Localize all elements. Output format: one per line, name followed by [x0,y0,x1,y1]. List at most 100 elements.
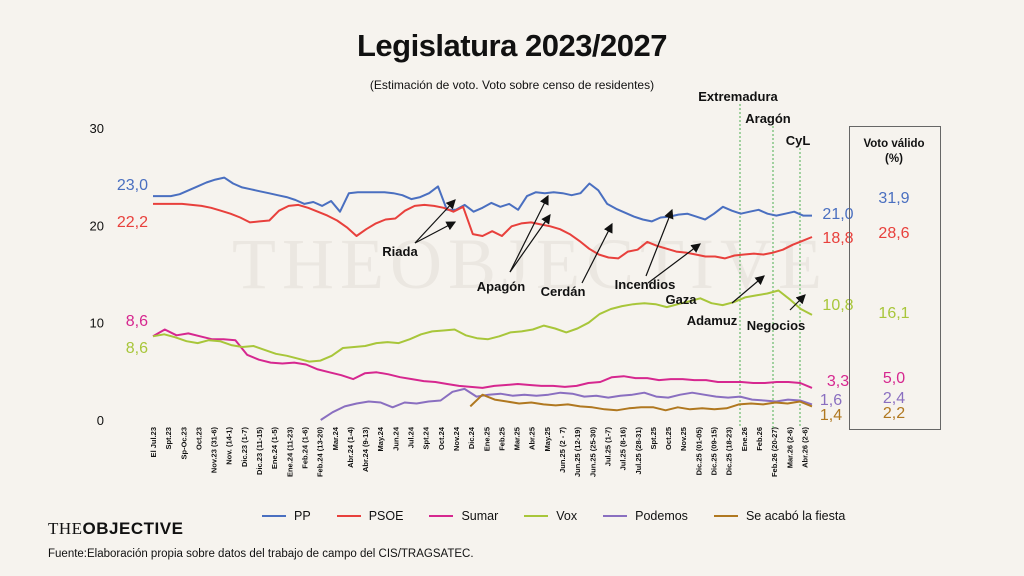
x-tick-label: May.25 [543,427,552,451]
legend-swatch [429,515,454,517]
series-end-label: 21,0 [822,206,853,223]
annotation-arrow [731,275,765,304]
legend-item: Vox [524,509,577,523]
valid-vote-box [849,126,941,430]
x-tick-label: Ene.26 [740,427,749,451]
legend-swatch [262,515,286,517]
x-tick-label: Nov.25 [679,427,688,451]
annotation-label: Gaza [665,292,697,307]
source-note: Fuente:Elaboración propia sobre datos de… [48,548,474,560]
legend-item: Sumar [429,509,498,523]
x-tick-label: Ene.24 (11-23) [285,427,294,478]
election-label: Aragón [745,111,791,126]
legend-item: Se acabó la fiesta [713,509,846,523]
valid-vote-header-line1: Voto válido [863,138,925,150]
annotation-arrow [645,208,674,277]
x-tick-label: Oct.24 [437,426,446,450]
valid-vote-header-line2: (%) [885,153,903,165]
valid-vote-value: 16,1 [878,305,910,322]
annotation-label: Apagón [477,279,525,294]
series-start-label: 8,6 [126,313,148,330]
valid-vote-value: 2,4 [882,390,906,407]
x-tick-label: Nov.24 [452,426,461,451]
valid-vote-value: 5,0 [882,370,906,387]
series-line-sumar [152,328,813,389]
chart-area: THEOBJECTIVE 0 10 20 30 El Jul.23 Spt.23 Sp-Oc.… [90,89,854,478]
x-tick-label: Ene.25 [482,427,491,451]
series-end-label: 18,8 [822,230,853,247]
x-tick-label: Spt.24 [422,426,431,449]
annotation-arrow [647,243,701,284]
legend-label: Sumar [461,509,499,523]
x-tick-label: Abr.24 (1-4) [346,427,355,468]
x-tick-label: Jul.25 (1-7) [603,427,612,467]
annotation-arrow [509,214,551,273]
series-line-podemos [320,387,813,421]
series-start-label: 23,0 [117,177,148,194]
y-tick-label: 20 [90,218,104,233]
x-tick-label: Dic.23 (1-7) [240,427,249,468]
watermark: THEOBJECTIVE [232,224,828,304]
valid-vote-value: 31,9 [878,190,910,207]
legend: PP PSOE Sumar Vox Podemos Se acabó la fiesta [262,509,845,523]
series-line-pp [153,176,812,223]
annotation-arrow [509,194,549,273]
x-tick-label: Jun.25 (25-30) [588,427,597,478]
legend-label: PSOE [368,509,404,523]
x-tick-label: Mar.25 [513,427,522,450]
x-tick-label: Jul.24 [407,426,416,448]
series-end-label: 1,6 [820,392,842,409]
logo: THEOBJECTIVE [48,519,183,539]
legend-swatch [336,515,361,517]
x-tick-label: Abr.26 (2-6) [800,427,809,468]
annotation-arrow [789,294,806,311]
x-tick-label: May.24 [376,426,385,451]
x-tick-label: Dic.23 (11-15) [255,427,264,475]
x-tick-label: Mar.24 [331,426,340,450]
annotation-arrow [581,222,613,284]
x-tick-label: Feb.24 (13-20) [316,427,325,478]
x-tick-label: Jun.25 (2 - 7) [558,427,567,473]
annotation-arrow [414,199,456,244]
series-line-se-acabó-la-fiesta [469,393,813,412]
series-line-psoe [153,202,813,260]
annotation-label: Adamuz [687,313,738,328]
x-tick-label: Feb.25 [497,427,506,451]
x-tick-label: Sp-Oc.23 [179,427,188,460]
x-tick-label: Dic.25 (09-15) [710,426,719,475]
annotation-label: Cerdán [541,284,586,299]
election-label: CyL [786,133,811,148]
legend-swatch [524,515,549,517]
x-tick-label: Oct.23 [194,427,203,450]
annotation-label: Incendios [615,277,676,292]
series-start-label: 22,2 [117,214,148,231]
y-tick-label: 0 [97,413,104,428]
legend-item: PSOE [336,509,404,523]
legend-label: Se acabó la fiesta [745,509,846,523]
logo-light: THE [48,519,83,538]
x-tick-label: Dic.24 [467,426,476,449]
x-tick-label: El Jul.23 [149,427,158,457]
legend-label: Vox [556,509,578,523]
x-tick-label: Dic.25 (18-23) [725,426,734,475]
annotation-label: Riada [382,244,418,259]
series-end-label: 10,8 [822,297,853,314]
legend-label: PP [294,509,311,523]
y-tick-label: 10 [90,316,104,331]
logo-bold: OBJECTIVE [82,519,184,538]
series-end-label: 3,3 [827,373,849,390]
x-tick-label: Feb.24 (1-6) [300,427,309,469]
x-tick-label: Mar.26 (2-6) [785,427,794,469]
x-tick-label: Spt.25 [649,427,658,450]
annotation-label: Negocios [747,318,806,333]
x-tick-label: Nov. (14-1) [225,427,234,465]
legend-item: Podemos [603,509,688,523]
x-tick-label: Jul.25 (8-16) [619,427,628,471]
x-tick-label: Spt.23 [164,427,173,450]
x-tick-label: Feb.26 [755,427,764,451]
legend-item: PP [262,509,311,523]
election-label: Extremadura [698,89,778,104]
series-start-label: 8,6 [126,340,148,357]
series-end-label: 1,4 [820,407,842,424]
annotation-arrow [414,221,457,244]
